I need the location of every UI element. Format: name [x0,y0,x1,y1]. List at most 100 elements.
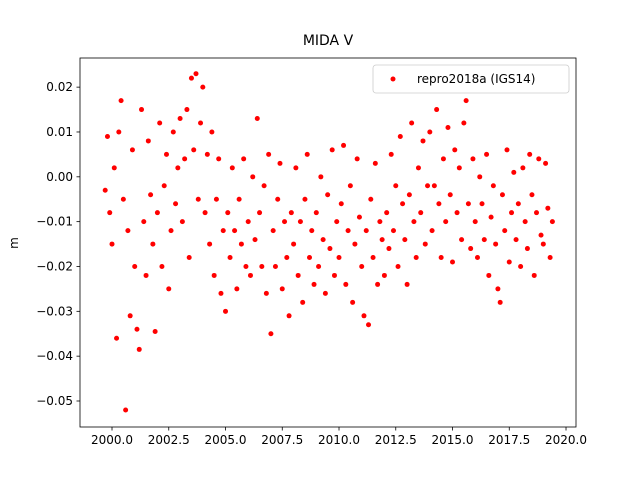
data-point [232,228,238,234]
data-point [129,147,135,153]
data-point [293,165,299,171]
data-point [477,174,483,180]
data-point [209,129,215,135]
data-point [509,210,515,216]
data-point [304,151,310,157]
data-point [118,98,124,104]
data-point [334,219,340,225]
data-point [427,129,433,135]
data-point [463,98,469,104]
data-point [102,187,108,193]
data-point [429,228,435,234]
data-point [182,156,188,162]
data-point [213,196,219,202]
data-point [331,272,337,278]
data-point [486,272,492,278]
data-point [241,156,247,162]
data-point [150,241,156,247]
data-point [184,107,190,113]
data-point [257,210,263,216]
data-point [361,313,367,319]
data-point [347,183,353,189]
data-point [275,196,281,202]
data-point [309,228,315,234]
y-tick-label: 0.02 [46,80,73,94]
data-point [218,290,224,296]
data-point [484,151,490,157]
data-point [225,210,231,216]
data-point [450,259,456,265]
y-tick-label: 0.01 [46,125,73,139]
plot-frame [79,57,577,428]
data-point [261,183,267,189]
data-point [163,151,169,157]
data-point [443,219,449,225]
data-point [297,219,303,225]
data-point [445,124,451,130]
data-point [377,219,383,225]
data-point [325,192,331,198]
data-point [470,156,476,162]
data-point [465,201,471,207]
data-point [402,237,408,243]
data-point [198,120,204,126]
data-point [132,263,138,269]
data-point [114,335,120,341]
data-point [447,192,453,198]
data-point [524,246,530,252]
data-point [531,272,537,278]
data-point [204,151,210,157]
data-point [345,228,351,234]
data-point [488,214,494,220]
data-point [252,237,258,243]
data-point [148,192,154,198]
data-point [188,75,194,81]
data-point [227,255,233,261]
data-point [370,255,376,261]
data-point [134,326,140,332]
x-tick-label: 2020.0 [545,433,587,447]
data-point [139,107,145,113]
data-point [159,263,165,269]
data-point [145,138,151,144]
data-point [286,313,292,319]
data-point [384,210,390,216]
data-point [538,232,544,238]
data-point [295,272,301,278]
data-point [193,71,199,77]
y-tick-label: 0.00 [46,170,73,184]
data-point [522,219,528,225]
data-point [375,281,381,287]
data-point [247,272,253,278]
data-point [320,237,326,243]
data-point [481,237,487,243]
data-point [400,201,406,207]
y-tick-label: −0.01 [36,215,73,229]
data-point [166,286,172,292]
data-point [543,160,549,166]
data-point [107,210,113,216]
data-point [127,313,133,319]
data-point [413,255,419,261]
data-point [431,183,437,189]
data-point [120,196,126,202]
data-point [229,165,235,171]
data-point [493,241,499,247]
x-tick-label: 2002.5 [148,433,190,447]
data-point [511,169,517,175]
data-point [300,299,306,305]
data-point [520,165,526,171]
x-tick-label: 2015.0 [432,433,474,447]
data-point [438,255,444,261]
data-point [356,214,362,220]
data-point [388,151,394,157]
data-point [154,210,160,216]
y-tick-label: −0.03 [36,304,73,318]
data-point [288,210,294,216]
data-point [418,210,424,216]
data-point [504,147,510,153]
data-point [123,407,129,413]
data-point [506,259,512,265]
data-point [363,228,369,234]
data-point [415,165,421,171]
